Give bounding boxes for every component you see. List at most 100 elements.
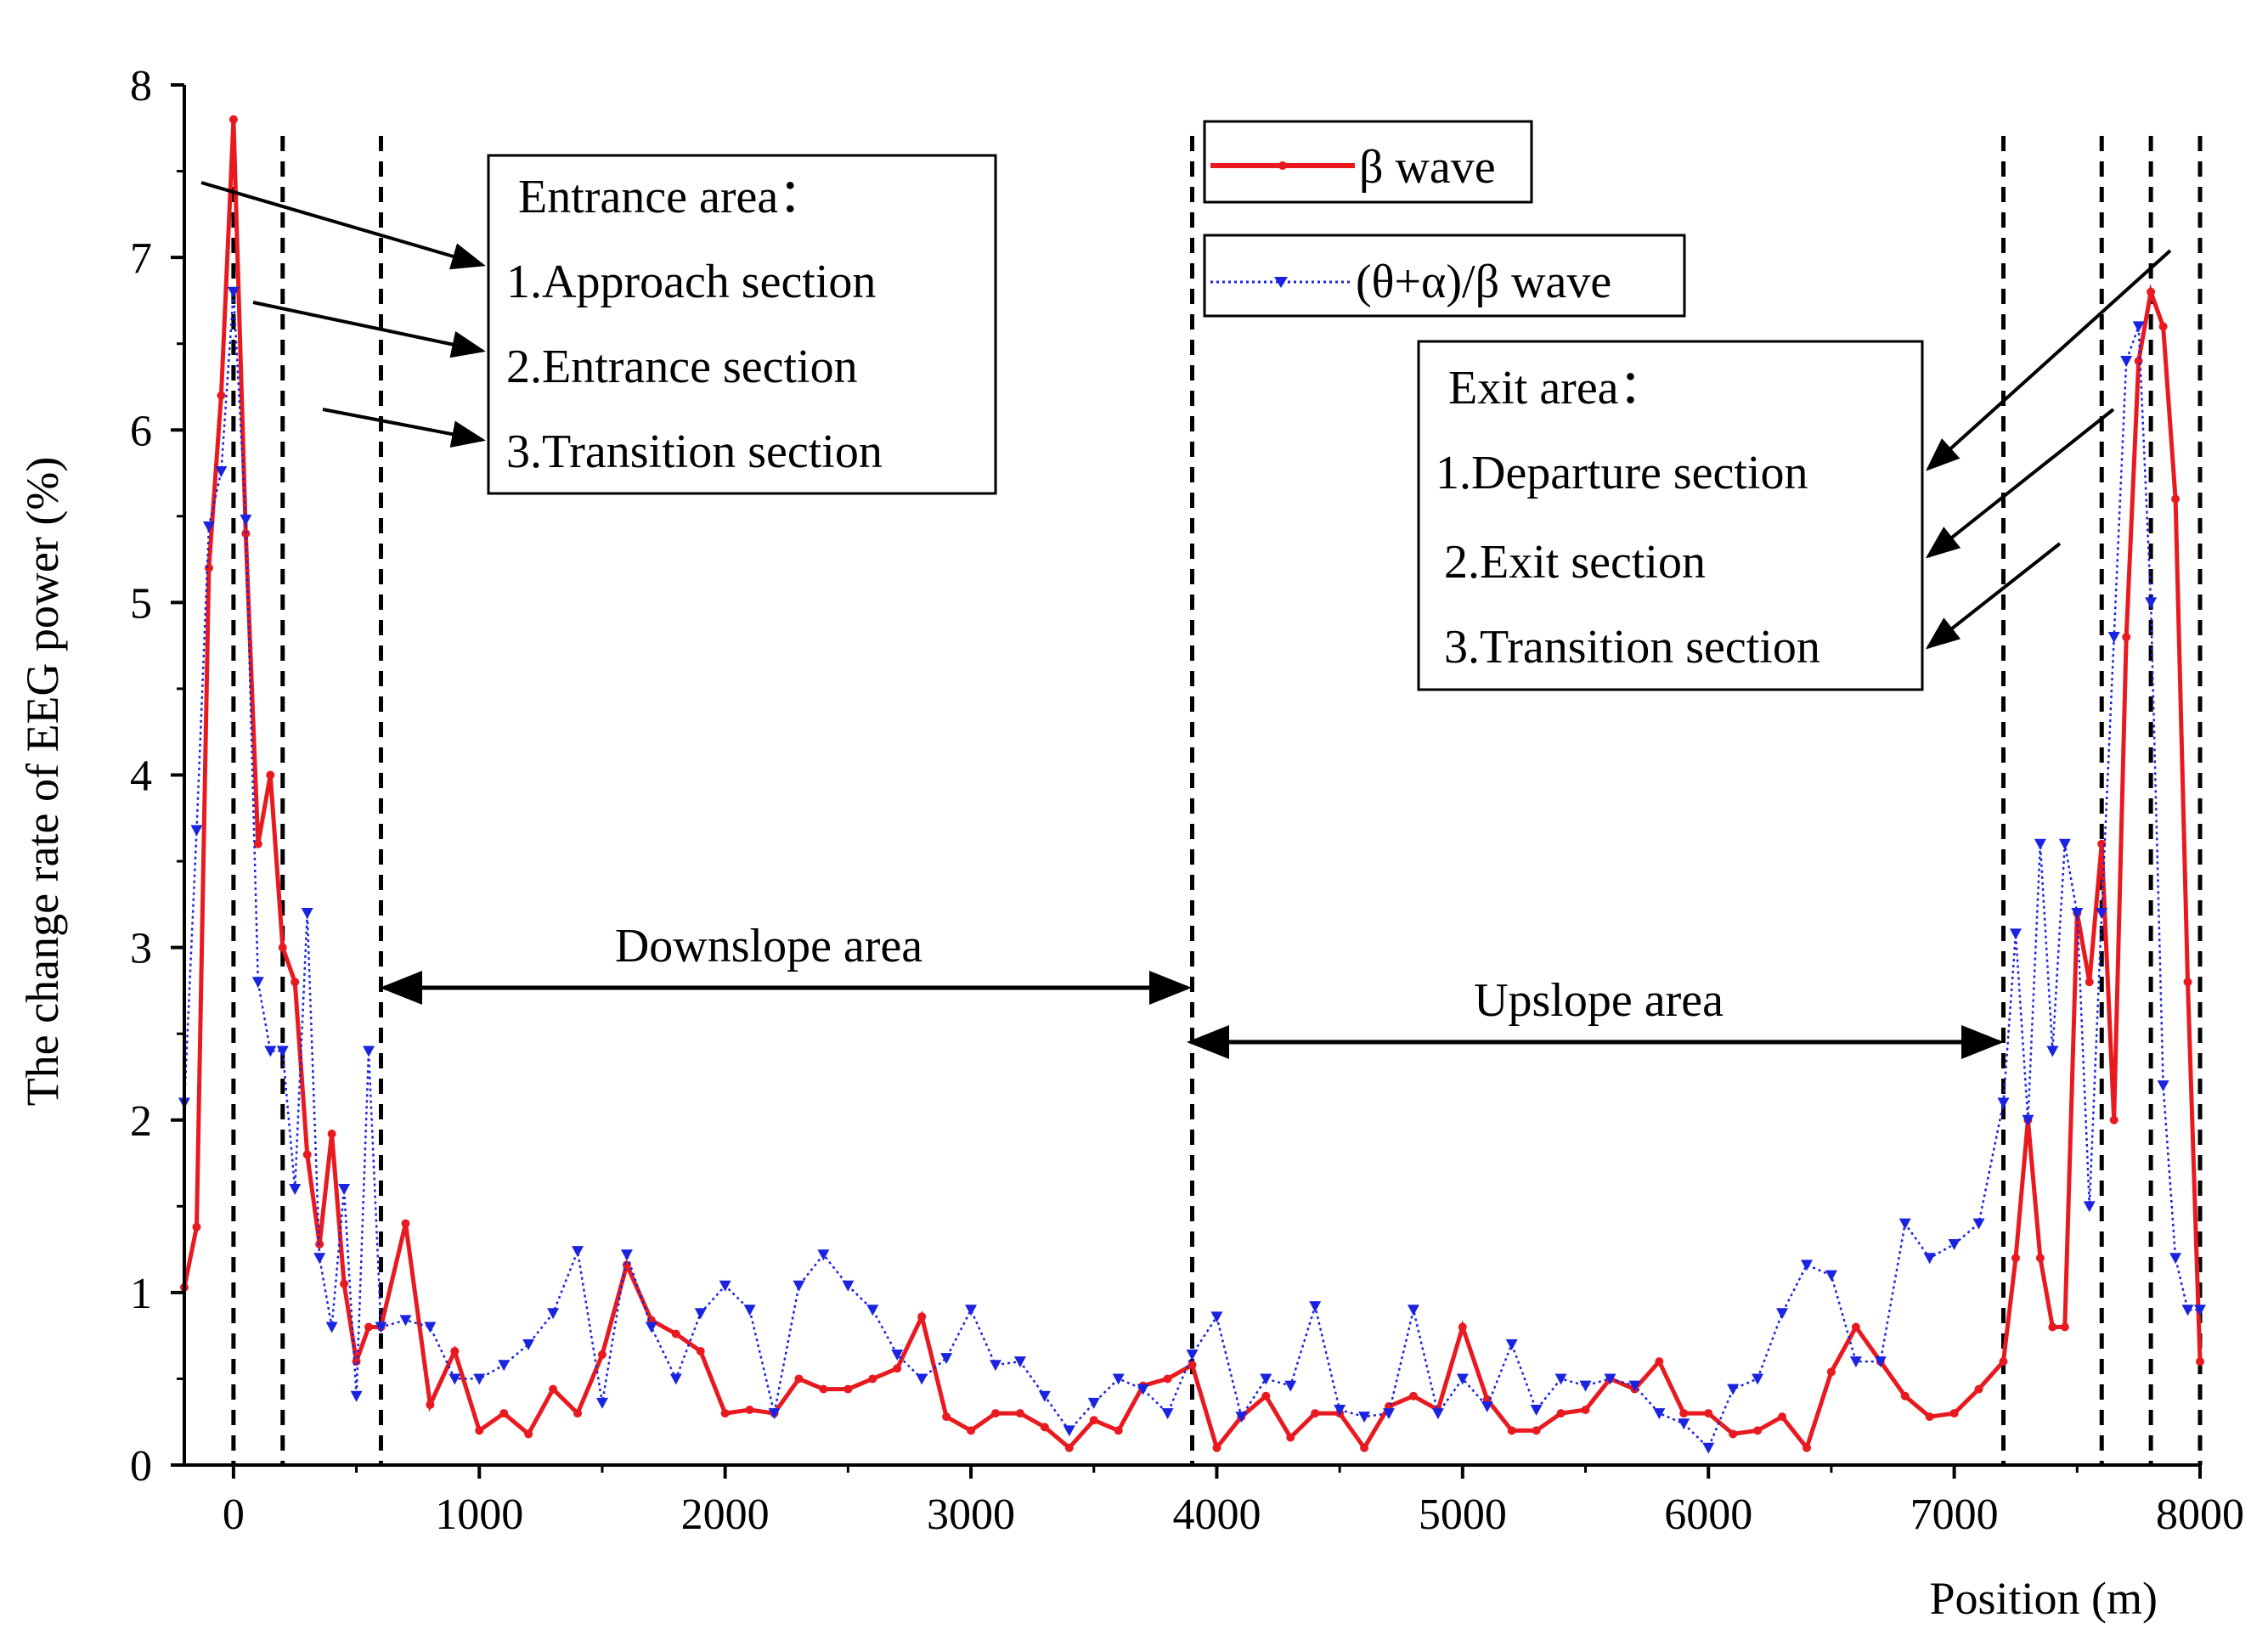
point-1-91 bbox=[2107, 632, 2120, 643]
point-1-52 bbox=[1260, 1373, 1272, 1385]
point-1-97 bbox=[2181, 1305, 2194, 1316]
point-0-39 bbox=[942, 1412, 951, 1422]
point-0-89 bbox=[2085, 978, 2094, 987]
exit-heading: Exit area： bbox=[1448, 362, 1667, 414]
legend-label-beta: β wave bbox=[1359, 141, 1496, 194]
point-1-98 bbox=[2194, 1305, 2206, 1316]
point-1-47 bbox=[1137, 1384, 1149, 1395]
exit-item-2: 2.Exit section bbox=[1444, 536, 1706, 589]
point-1-35 bbox=[842, 1280, 855, 1292]
series-0 bbox=[180, 115, 2204, 1453]
point-1-4 bbox=[227, 286, 240, 298]
point-0-23 bbox=[549, 1384, 558, 1394]
x-tick-label-7: 7000 bbox=[1910, 1491, 1999, 1539]
point-0-54 bbox=[1311, 1409, 1320, 1418]
point-0-93 bbox=[2134, 357, 2143, 365]
point-1-27 bbox=[645, 1322, 657, 1333]
entrance-annotation-box bbox=[487, 154, 997, 495]
point-0-1 bbox=[192, 1222, 201, 1231]
point-0-5 bbox=[241, 529, 251, 538]
point-0-49 bbox=[1188, 1361, 1197, 1370]
point-0-96 bbox=[2171, 494, 2181, 504]
y-tick-label-3: 3 bbox=[130, 925, 152, 973]
point-0-58 bbox=[1408, 1391, 1418, 1400]
y-tick-label-5: 5 bbox=[130, 579, 152, 628]
point-1-13 bbox=[338, 1184, 351, 1195]
x-tick-label-6: 6000 bbox=[1664, 1491, 1752, 1539]
point-1-77 bbox=[1874, 1356, 1887, 1368]
entrance-heading: Entrance area： bbox=[518, 171, 826, 223]
point-1-45 bbox=[1087, 1397, 1100, 1409]
exit-arrow-2 bbox=[1925, 408, 2115, 559]
point-0-42 bbox=[1015, 1409, 1024, 1418]
y-tick-label-0: 0 bbox=[130, 1442, 152, 1491]
x-tick-label-8: 8000 bbox=[2156, 1491, 2244, 1539]
point-1-81 bbox=[1972, 1218, 1985, 1230]
point-1-63 bbox=[1530, 1405, 1543, 1416]
point-1-54 bbox=[1309, 1301, 1322, 1313]
point-0-33 bbox=[794, 1374, 804, 1384]
point-0-36 bbox=[868, 1374, 877, 1384]
point-1-23 bbox=[547, 1308, 560, 1320]
point-1-43 bbox=[1038, 1390, 1051, 1402]
downslope-label: Downslope area bbox=[615, 920, 922, 972]
legend-label-ratio: (θ+α)/β wave bbox=[1356, 256, 1611, 308]
point-1-39 bbox=[940, 1353, 953, 1365]
point-1-79 bbox=[1923, 1253, 1936, 1265]
point-1-49 bbox=[1186, 1350, 1199, 1361]
point-1-48 bbox=[1161, 1408, 1174, 1420]
x-tick-label-1: 1000 bbox=[435, 1491, 523, 1539]
point-0-63 bbox=[1532, 1426, 1541, 1435]
point-1-66 bbox=[1604, 1373, 1616, 1385]
series-layer bbox=[178, 115, 2206, 1454]
point-0-68 bbox=[1655, 1357, 1664, 1367]
entrance-arrow-1 bbox=[200, 181, 486, 270]
entrance-arrow-3 bbox=[322, 408, 486, 448]
section-dividers bbox=[231, 136, 2203, 1465]
x-tick-label-5: 5000 bbox=[1419, 1491, 1507, 1539]
point-1-37 bbox=[891, 1350, 904, 1361]
point-0-78 bbox=[1900, 1391, 1910, 1400]
x-tick-label-2: 2000 bbox=[681, 1491, 770, 1539]
point-0-15 bbox=[364, 1322, 374, 1332]
point-0-74 bbox=[1802, 1443, 1811, 1452]
point-0-80 bbox=[1949, 1409, 1959, 1418]
point-0-73 bbox=[1778, 1412, 1787, 1422]
point-1-90 bbox=[2096, 908, 2108, 919]
point-0-52 bbox=[1261, 1391, 1271, 1400]
point-0-20 bbox=[475, 1426, 484, 1435]
point-0-24 bbox=[573, 1409, 583, 1418]
point-1-30 bbox=[719, 1280, 731, 1292]
point-1-20 bbox=[473, 1373, 486, 1385]
exit-item-1: 1.Departure section bbox=[1436, 447, 1808, 499]
point-1-82 bbox=[1997, 1097, 2010, 1109]
point-1-84 bbox=[2022, 1114, 2034, 1126]
point-1-53 bbox=[1284, 1380, 1297, 1392]
point-1-67 bbox=[1628, 1380, 1641, 1392]
point-1-42 bbox=[1013, 1356, 1026, 1368]
series-1 bbox=[178, 286, 2206, 1454]
point-0-83 bbox=[2011, 1254, 2020, 1263]
point-1-69 bbox=[1678, 1418, 1690, 1430]
point-1-15 bbox=[363, 1045, 375, 1057]
point-1-9 bbox=[289, 1184, 302, 1195]
legend-box-beta bbox=[1203, 120, 1533, 204]
point-0-38 bbox=[917, 1312, 927, 1322]
point-1-78 bbox=[1898, 1218, 1911, 1230]
point-1-83 bbox=[2009, 928, 2022, 940]
point-1-44 bbox=[1063, 1425, 1075, 1437]
point-1-76 bbox=[1849, 1356, 1862, 1368]
point-0-95 bbox=[2158, 322, 2168, 331]
legend-entry-beta: β wave bbox=[1203, 120, 1533, 204]
point-0-72 bbox=[1753, 1426, 1763, 1435]
x-tick-label-4: 4000 bbox=[1172, 1491, 1261, 1539]
entrance-annotation: Entrance area： 1.Approach section 2.Entr… bbox=[200, 154, 997, 495]
point-1-18 bbox=[424, 1322, 437, 1333]
point-0-64 bbox=[1556, 1409, 1566, 1418]
point-1-32 bbox=[768, 1408, 781, 1420]
y-tick-label-8: 8 bbox=[130, 62, 152, 110]
point-1-68 bbox=[1653, 1408, 1666, 1420]
point-1-95 bbox=[2157, 1080, 2169, 1092]
point-0-45 bbox=[1089, 1416, 1098, 1425]
point-0-53 bbox=[1286, 1433, 1295, 1442]
